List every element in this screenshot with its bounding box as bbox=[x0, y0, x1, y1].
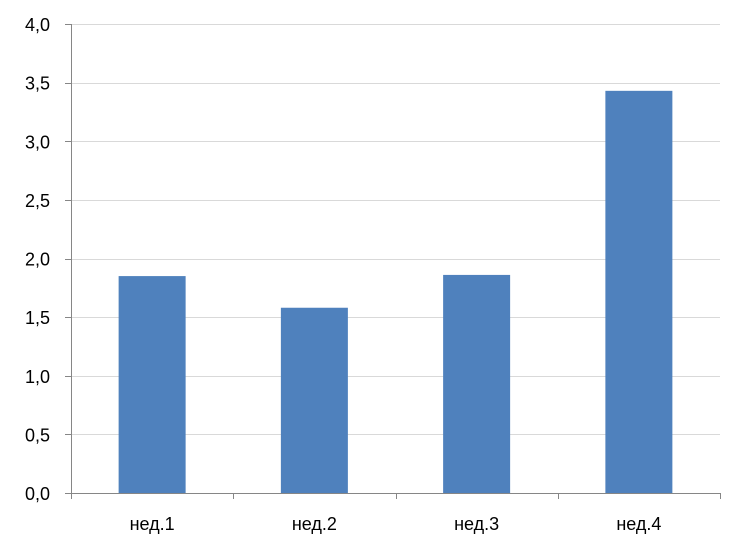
y-tick-label: 3,5 bbox=[25, 74, 50, 94]
axes bbox=[65, 24, 721, 499]
bar bbox=[280, 307, 348, 493]
y-tick-label: 0,0 bbox=[25, 484, 50, 504]
y-tick-label: 3,0 bbox=[25, 132, 50, 152]
bar bbox=[118, 276, 186, 493]
x-tick-label: нед.2 bbox=[292, 514, 337, 534]
y-tick-label: 1,5 bbox=[25, 308, 50, 328]
y-tick-label: 2,5 bbox=[25, 191, 50, 211]
x-tick-label: нед.4 bbox=[616, 514, 661, 534]
bar bbox=[605, 90, 673, 494]
bar bbox=[443, 274, 511, 493]
bars bbox=[118, 90, 673, 494]
y-tick-label: 4,0 bbox=[25, 15, 50, 35]
x-tick-label: нед.3 bbox=[454, 514, 499, 534]
y-tick-label: 2,0 bbox=[25, 250, 50, 270]
y-axis-tick-labels: 0,0 0,5 1,0 1,5 2,0 2,5 3,0 3,5 4,0 bbox=[25, 15, 50, 504]
x-tick-label: нед.1 bbox=[130, 514, 175, 534]
y-tick-label: 1,0 bbox=[25, 367, 50, 387]
y-tick-label: 0,5 bbox=[25, 425, 50, 445]
x-axis-tick-labels: нед.1 нед.2 нед.3 нед.4 bbox=[130, 514, 662, 534]
